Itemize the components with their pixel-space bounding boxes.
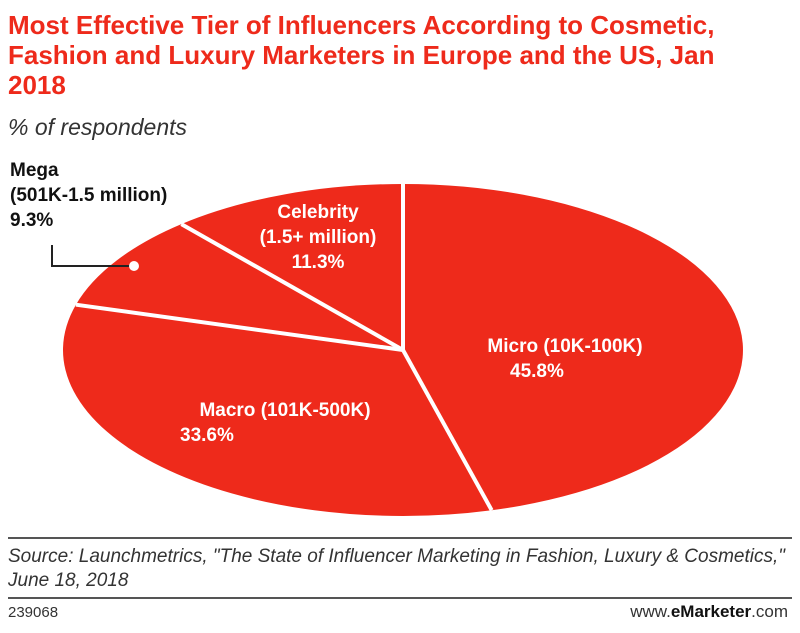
chart-id: 239068 (8, 604, 59, 621)
celebrity-slice (181, 184, 403, 350)
celebrity-label-line2: (1.5+ million) (260, 227, 377, 248)
celebrity-label-line1: Celebrity (277, 202, 359, 223)
macro-slice (63, 304, 492, 516)
slice-separator (180, 222, 404, 352)
slice-separator (75, 302, 404, 352)
micro-value-label: 45.8% (510, 361, 564, 382)
source-divider (8, 537, 792, 539)
mega-label-line2: (501K-1.5 million) (10, 185, 167, 206)
macro-value-label: 33.6% (180, 425, 234, 446)
micro-slice (403, 184, 743, 511)
pie-slices (63, 184, 743, 516)
chart-subtitle: % of respondents (8, 114, 188, 140)
slice-separator (401, 349, 494, 512)
chart-title: Most Effective Tier of Influencers Accor… (8, 10, 715, 100)
emarketer-logo: www.eMarketer.com (630, 602, 788, 621)
celebrity-value-label: 11.3% (292, 252, 345, 273)
mega-slice (75, 224, 403, 350)
mega-label-line1: Mega (10, 160, 59, 181)
mega-leader-line (51, 245, 134, 267)
mega-leader-dot (129, 261, 139, 271)
micro-label: Micro (10K-100K) (487, 336, 642, 357)
mega-value-label: 9.3% (10, 210, 53, 231)
slice-separators (75, 184, 494, 512)
source-note: Source: Launchmetrics, "The State of Inf… (8, 546, 786, 591)
macro-label: Macro (101K-500K) (199, 400, 370, 421)
footer-divider (8, 597, 792, 599)
